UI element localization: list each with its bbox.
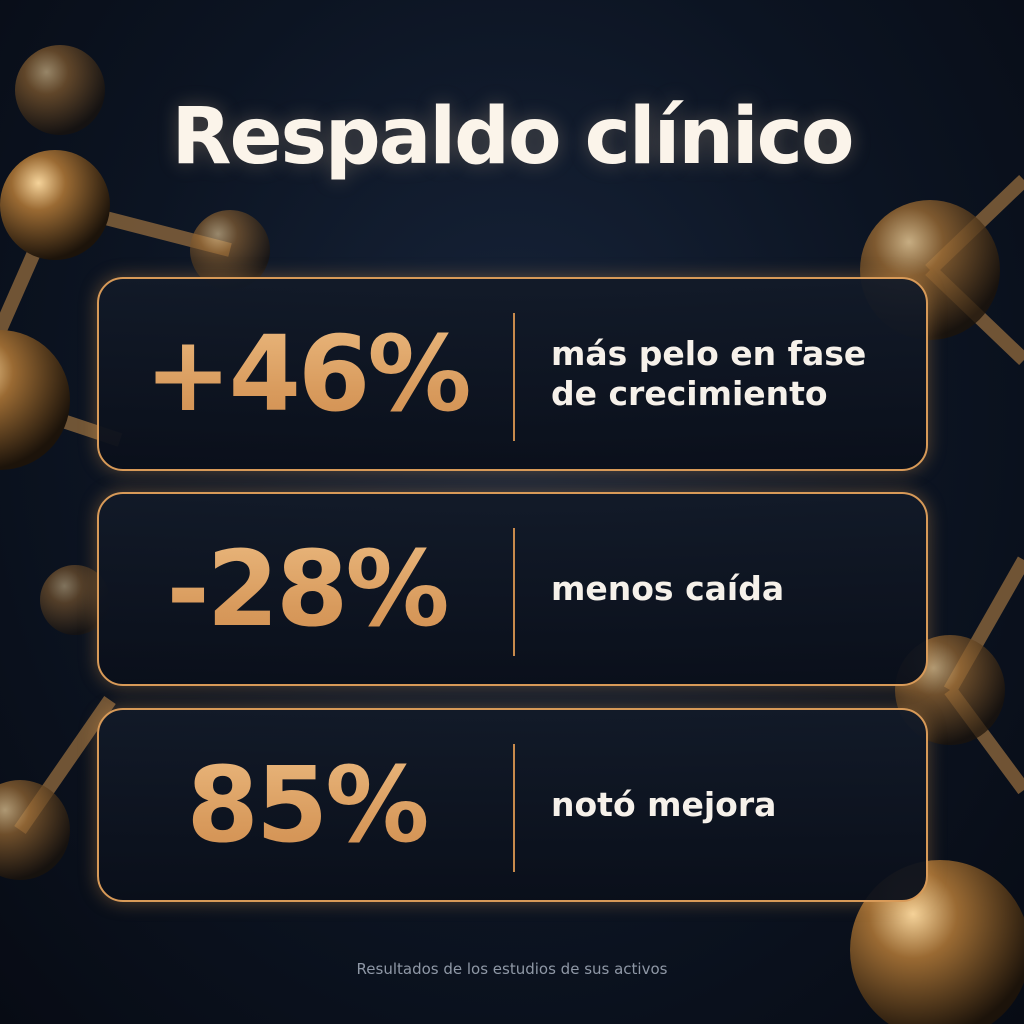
molecule bbox=[0, 780, 70, 880]
stat-card: +46% más pelo en fase de crecimiento bbox=[97, 277, 928, 471]
molecule bbox=[190, 210, 270, 290]
molecule bbox=[0, 150, 110, 260]
molecule bbox=[40, 565, 110, 635]
molecule bbox=[15, 45, 105, 135]
stat-description: notó mejora bbox=[551, 785, 777, 825]
stat-description: más pelo en fase de crecimiento bbox=[551, 334, 867, 413]
stat-value: -28% bbox=[99, 494, 514, 684]
divider bbox=[513, 313, 515, 441]
stat-description: menos caída bbox=[551, 569, 785, 609]
title: Respaldo clínico bbox=[171, 92, 855, 182]
stat-value: +46% bbox=[99, 279, 514, 469]
divider bbox=[513, 528, 515, 656]
molecule bbox=[0, 330, 70, 470]
divider bbox=[513, 744, 515, 872]
stat-card: -28% menos caída bbox=[97, 492, 928, 686]
footer-note: Resultados de los estudios de sus activo… bbox=[356, 960, 668, 978]
stat-value: 85% bbox=[99, 710, 514, 900]
stat-card: 85% notó mejora bbox=[97, 708, 928, 902]
